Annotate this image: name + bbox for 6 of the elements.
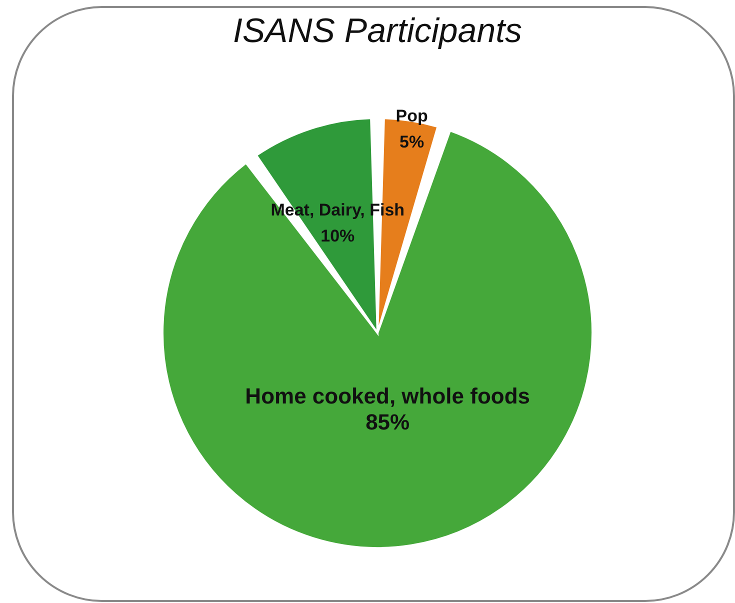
data-label: 5% <box>400 132 424 152</box>
chart-title: ISANS Participants <box>232 12 522 50</box>
data-label: 85% <box>366 410 410 435</box>
slice-label: Pop <box>396 106 428 126</box>
slice-label: Home cooked, whole foods <box>245 384 530 409</box>
data-label: 10% <box>320 226 355 246</box>
